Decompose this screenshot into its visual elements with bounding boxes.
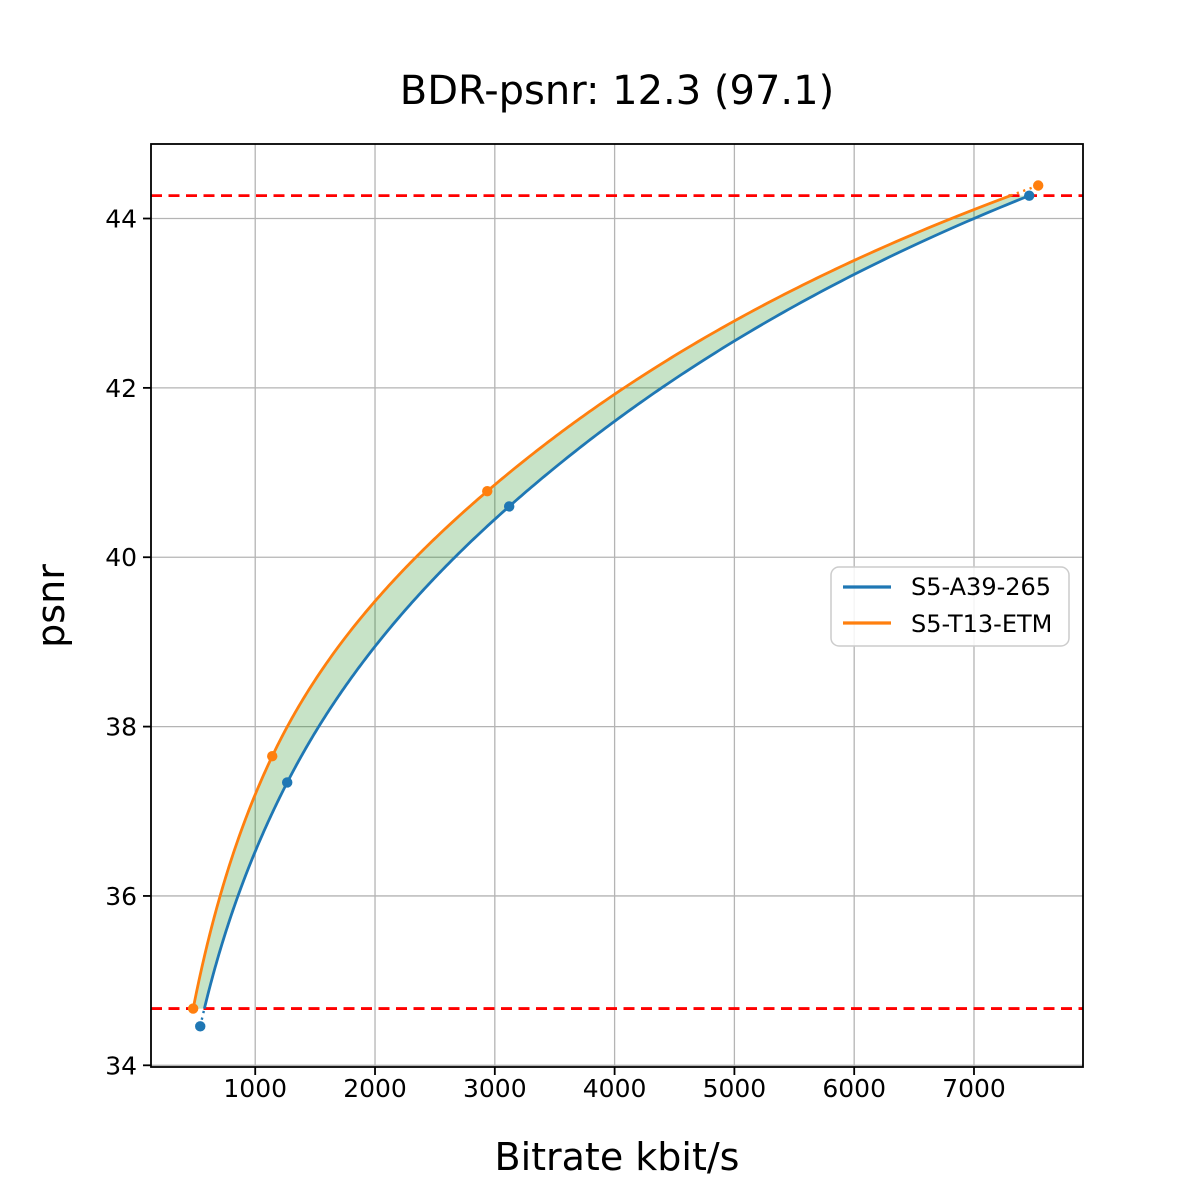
tick-label-y-38: 38 [105,713,137,742]
tick-label-y-40: 40 [105,543,137,572]
legend: S5-A39-265 S5-T13-ETM [830,566,1070,647]
curve-S5-T13-ETM [191,194,1011,1009]
plot-border [150,143,1084,1068]
legend-label-1: S5-A39-265 [911,573,1051,601]
tick-label-y-36: 36 [105,882,137,911]
tick-label-x-4000: 4000 [583,1074,647,1103]
data-markers-layer [187,180,1044,1032]
marker-S5-A39-265-3 [1024,190,1035,201]
chart-title: BDR-psnr: 12.3 (97.1) [400,68,834,114]
marker-S5-T13-ETM-1 [267,751,278,762]
marker-S5-T13-ETM-2 [482,485,493,497]
marker-S5-T13-ETM-0 [187,1003,199,1014]
tick-label-x-6000: 6000 [822,1074,886,1103]
y-axis-label: psnr [29,564,73,648]
curve-S5-A39-265 [203,194,1030,1009]
tick-label-y-42: 42 [105,374,137,403]
tick-label-x-7000: 7000 [942,1074,1006,1103]
x-axis-label: Bitrate kbit/s [495,1135,740,1179]
tick-label-y-34: 34 [105,1051,137,1080]
tick-label-x-2000: 2000 [343,1074,407,1103]
tick-label-x-1000: 1000 [223,1074,287,1103]
marker-S5-T13-ETM-3 [1032,180,1044,191]
tick-label-x-3000: 3000 [463,1074,527,1103]
tick-label-x-5000: 5000 [703,1074,767,1103]
tick-label-y-44: 44 [105,205,137,234]
gridlines-layer [151,144,1083,1067]
marker-S5-A39-265-0 [195,1021,206,1032]
axis-ticks-layer: 1000 2000 3000 4000 5000 6000 7000 34 36 38 40 42 44 [105,205,1006,1103]
legend-label-2: S5-T13-ETM [911,610,1052,638]
overlap-range-lines-layer [151,194,1083,1010]
marker-S5-A39-265-2 [503,501,515,512]
marker-S5-A39-265-1 [282,777,293,788]
rd-curves-layer [191,184,1039,1027]
